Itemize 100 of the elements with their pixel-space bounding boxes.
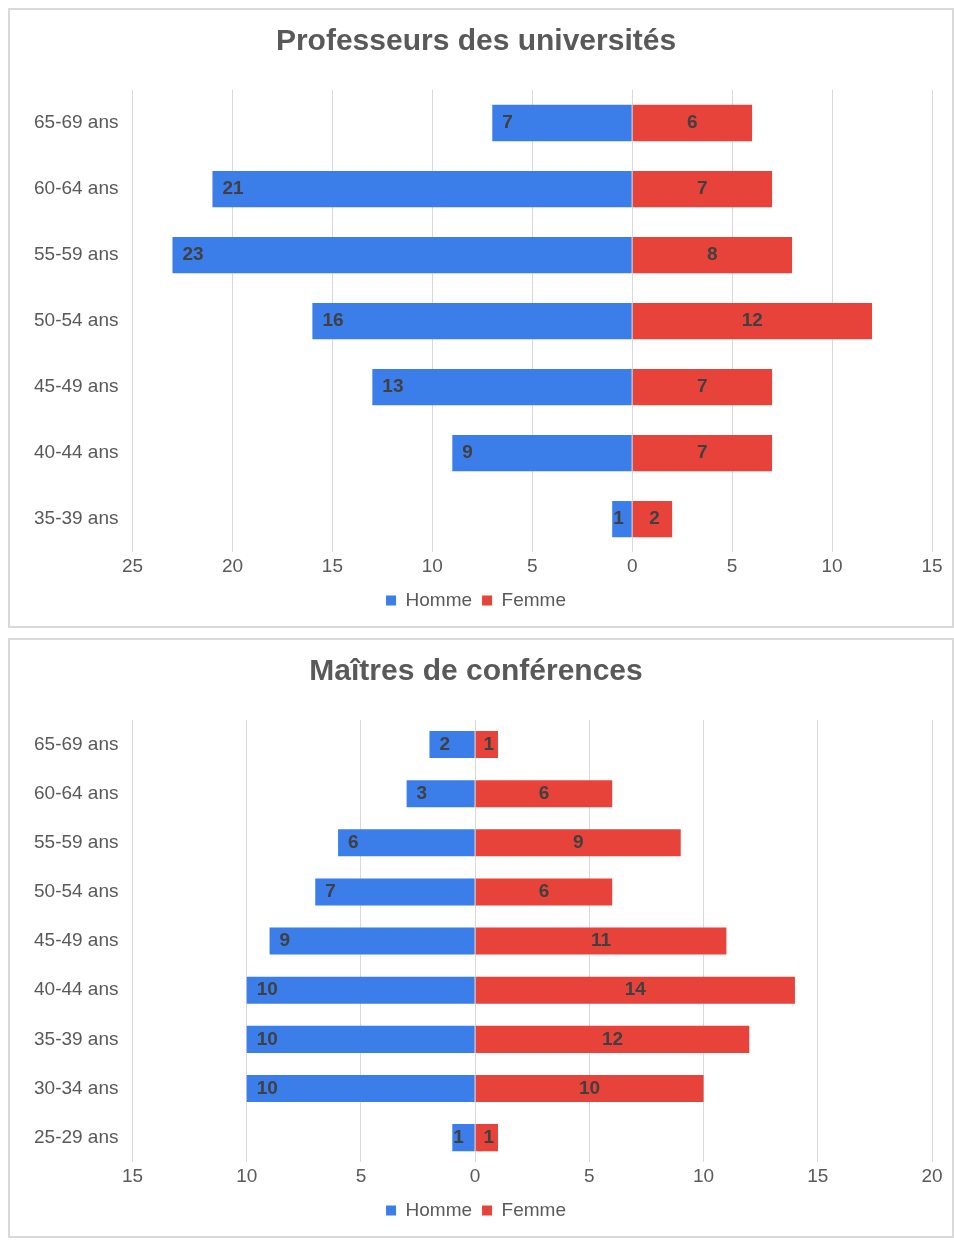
- y-tick-label: 50-54 ans: [33, 880, 119, 902]
- x-tick-label: 10: [236, 1164, 258, 1186]
- data-label: 8: [707, 243, 718, 265]
- x-tick-label: 5: [726, 554, 738, 576]
- data-label: 23: [182, 243, 204, 265]
- y-tick-label: 50-54 ans: [33, 309, 119, 331]
- x-tick-label: 15: [121, 1164, 144, 1186]
- data-label: 6: [538, 781, 550, 803]
- data-label: 10: [256, 1027, 278, 1049]
- data-label: 10: [256, 1076, 278, 1098]
- legend-label: Femme: [501, 1198, 566, 1220]
- bar: [632, 236, 793, 274]
- x-tick-label: 15: [807, 1164, 829, 1186]
- y-tick-label: 40-44 ans: [33, 441, 119, 463]
- data-label: 7: [697, 177, 708, 199]
- x-tick-label: 10: [821, 554, 843, 576]
- bar: [372, 368, 632, 406]
- data-label: 16: [322, 309, 344, 331]
- x-tick-label: 20: [921, 1164, 943, 1186]
- data-label: 6: [687, 111, 698, 133]
- x-tick-label: 10: [693, 1164, 715, 1186]
- data-label: 14: [624, 978, 647, 1000]
- y-tick-label: 25-29 ans: [33, 1125, 119, 1147]
- data-label: 7: [325, 880, 336, 902]
- bar: [246, 976, 475, 1004]
- data-label: 11: [590, 929, 612, 951]
- data-label: 7: [697, 375, 708, 397]
- data-label: 2: [649, 507, 660, 529]
- data-label: 1: [613, 507, 625, 529]
- data-label: 10: [256, 978, 278, 1000]
- data-label: 12: [741, 309, 763, 331]
- bar: [475, 878, 613, 906]
- y-tick-label: 60-64 ans: [33, 781, 119, 803]
- y-tick-label: 55-59 ans: [33, 243, 119, 265]
- bar: [475, 976, 795, 1004]
- bar: [632, 104, 753, 142]
- bar: [632, 501, 673, 538]
- bar: [246, 1074, 475, 1103]
- data-label: 3: [416, 781, 428, 803]
- legend-label: Homme: [405, 1198, 473, 1220]
- data-label: 7: [697, 441, 708, 463]
- bar: [452, 1124, 475, 1152]
- data-label: 7: [502, 111, 513, 133]
- y-tick-label: 35-39 ans: [33, 1027, 119, 1049]
- y-tick-label: 35-39 ans: [33, 507, 119, 529]
- x-tick-label: 15: [921, 554, 943, 576]
- y-tick-label: 55-59 ans: [33, 831, 119, 853]
- y-tick-label: 65-69 ans: [33, 732, 119, 754]
- y-tick-label: 30-34 ans: [33, 1076, 119, 1098]
- x-tick-label: 10: [421, 554, 443, 576]
- legend-label: Homme: [405, 588, 473, 610]
- bar: [338, 829, 475, 857]
- bar: [632, 170, 773, 208]
- bar: [172, 236, 632, 274]
- x-tick-label: 5: [584, 1164, 595, 1186]
- bar: [429, 731, 475, 759]
- y-tick-label: 45-49 ans: [33, 929, 119, 951]
- data-label: 9: [279, 929, 291, 951]
- chart-title: Maîtres de conférences: [309, 653, 643, 687]
- x-tick-label: 25: [121, 554, 144, 576]
- bar: [632, 435, 773, 472]
- bar: [492, 104, 632, 142]
- data-label: 13: [382, 375, 404, 397]
- bar: [475, 1025, 750, 1053]
- x-tick-label: 5: [526, 554, 538, 576]
- legend-label: Femme: [501, 588, 566, 610]
- data-label: 6: [348, 831, 359, 853]
- bar: [632, 368, 773, 406]
- bar: [475, 829, 681, 857]
- bar: [632, 302, 873, 340]
- x-tick-label: 0: [626, 554, 638, 576]
- data-label: 2: [439, 732, 451, 754]
- data-label: 6: [538, 880, 550, 902]
- y-tick-label: 45-49 ans: [33, 375, 119, 397]
- bar: [475, 1074, 704, 1103]
- bar: [452, 435, 632, 472]
- data-label: 9: [572, 831, 584, 853]
- data-label: 21: [222, 177, 245, 199]
- x-tick-label: 15: [321, 554, 343, 576]
- y-tick-label: 40-44 ans: [33, 978, 119, 1000]
- x-tick-label: 0: [469, 1164, 481, 1186]
- bar: [612, 501, 632, 538]
- data-label: 10: [579, 1076, 601, 1098]
- data-label: 1: [453, 1125, 465, 1147]
- bar: [212, 170, 632, 208]
- bar: [406, 780, 475, 808]
- data-label: 1: [483, 732, 495, 754]
- bar: [315, 878, 475, 906]
- data-label: 12: [601, 1027, 624, 1049]
- bar: [475, 780, 613, 808]
- x-tick-label: 5: [355, 1164, 367, 1186]
- bar: [246, 1025, 475, 1053]
- data-label: 9: [462, 441, 473, 463]
- bar: [269, 927, 475, 955]
- data-label: 1: [483, 1125, 495, 1147]
- y-tick-label: 60-64 ans: [33, 177, 119, 199]
- x-tick-label: 20: [221, 554, 244, 576]
- y-tick-label: 65-69 ans: [33, 111, 119, 133]
- bar: [475, 927, 727, 955]
- bar: [312, 302, 632, 340]
